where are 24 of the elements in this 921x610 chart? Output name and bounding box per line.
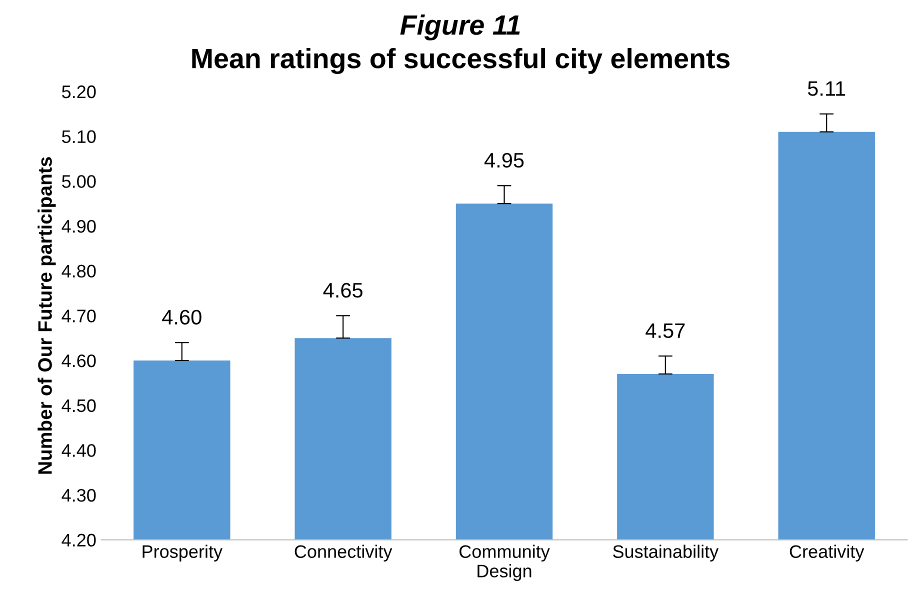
y-tick-label: 4.70 (62, 310, 96, 322)
x-tick-label: Connectivity (294, 544, 392, 562)
y-tick-label: 4.20 (62, 534, 96, 547)
x-tick-label: Creativity (790, 544, 864, 562)
data-label: 4.57 (646, 323, 685, 338)
y-tick-label: 5.00 (62, 175, 96, 188)
data-label: 5.11 (808, 81, 846, 96)
y-tick-label: 4.60 (62, 354, 96, 368)
data-label: 4.95 (484, 152, 524, 168)
data-label: 4.65 (323, 282, 362, 298)
x-tick-label: Community Design (460, 544, 550, 581)
y-tick-label: 4.50 (62, 399, 96, 412)
y-tick-label: 4.30 (62, 488, 96, 502)
y-axis-title: Number of Our Future participants (38, 157, 56, 474)
x-tick-label: Sustainability (613, 544, 719, 562)
x-tick-label: Prosperity (142, 544, 223, 562)
y-tick-label: 4.80 (62, 264, 96, 278)
y-tick-label: 5.20 (62, 85, 96, 98)
data-label: 4.60 (162, 310, 202, 325)
y-tick-label: 4.40 (62, 444, 96, 457)
y-tick-label: 5.10 (62, 130, 96, 144)
chart-subtitle: Mean ratings of successful city elements (192, 48, 730, 74)
chart-title: Figure 11 (400, 14, 520, 40)
y-tick-label: 4.90 (62, 220, 96, 233)
